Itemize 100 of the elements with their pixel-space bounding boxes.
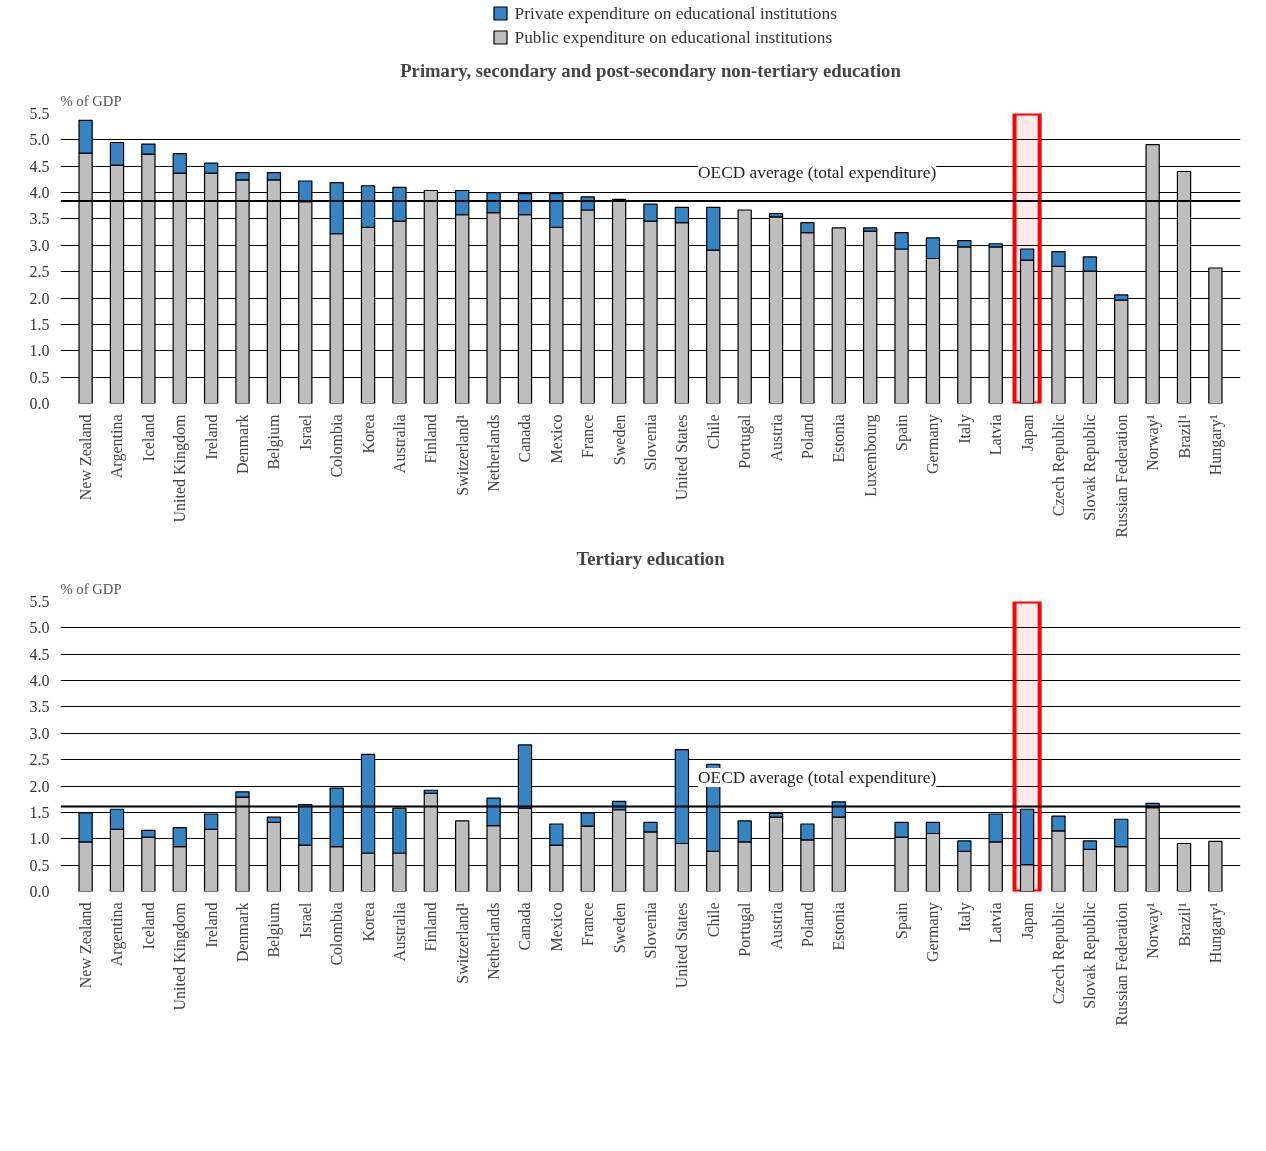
x-tick-label: United Kingdom <box>171 413 190 523</box>
x-tick-label: Ireland <box>202 902 220 948</box>
x-tick-label: Canada <box>516 902 534 951</box>
x-tick-label: Austria <box>767 414 785 462</box>
legend-label: Private expenditure on educational institutions <box>514 4 838 23</box>
x-tick-label: Estonia <box>830 414 848 463</box>
x-tick-label: Spain <box>893 414 912 451</box>
x-tick-label: Slovak Republic <box>1081 414 1100 521</box>
x-tick-label: Czech Republic <box>1049 902 1068 1005</box>
ref-line-label: OECD average (total expenditure) <box>698 768 937 788</box>
x-tick-label: Australia <box>390 902 408 962</box>
y-tick-label: 1.0 <box>29 830 50 848</box>
x-tick-label: Hungary¹ <box>1206 902 1225 964</box>
x-tick-label: Chile <box>704 414 722 450</box>
x-tick-label: Switzerland¹ <box>453 902 471 984</box>
x-tick-label: Chile <box>704 902 722 938</box>
x-tick-label: Germany <box>924 414 943 475</box>
x-tick-label: Netherlands <box>485 902 503 980</box>
x-tick-label: Hungary¹ <box>1206 414 1225 476</box>
y-tick-label: 4.0 <box>29 672 50 690</box>
x-tick-label: Mexico <box>547 902 565 952</box>
x-tick-label: United Kingdom <box>171 901 190 1011</box>
x-tick-label: Korea <box>359 414 377 454</box>
x-tick-label: Slovenia <box>642 902 659 959</box>
x-tick-label: Iceland <box>139 414 157 462</box>
x-tick-label: Estonia <box>830 902 848 951</box>
x-tick-label: Mexico <box>547 414 565 464</box>
x-tick-label: Czech Republic <box>1049 414 1068 517</box>
x-tick-label: Israel <box>296 413 314 451</box>
x-tick-label: France <box>579 414 597 459</box>
y-tick-label: 2.0 <box>29 289 50 307</box>
x-tick-label: Slovenia <box>642 414 659 471</box>
x-tick-label: Japan <box>1018 902 1037 939</box>
x-tick-label: Latvia <box>987 414 1005 456</box>
y-tick-label: 5.0 <box>29 619 50 637</box>
x-tick-label: United States <box>673 414 691 501</box>
y-tick-label: 3.0 <box>29 236 50 254</box>
x-tick-label: Belgium <box>265 413 284 470</box>
x-tick-label: Finland <box>422 414 440 464</box>
x-tick-label: Australia <box>390 414 408 474</box>
y-tick-label: 0.5 <box>29 856 50 874</box>
x-tick-label: Spain <box>893 902 912 939</box>
x-tick-label: Netherlands <box>485 414 503 492</box>
x-tick-label: Canada <box>516 414 534 463</box>
y-tick-label: 5.5 <box>29 105 50 122</box>
y-tick-label: 4.0 <box>29 184 50 202</box>
x-tick-label: United States <box>673 902 691 989</box>
y-tick-label: 5.0 <box>29 131 50 149</box>
x-tick-label: Israel <box>296 901 314 939</box>
x-tick-label: Argentina <box>108 902 127 967</box>
x-tick-label: Slovak Republic <box>1081 902 1100 1009</box>
y-tick-label: 4.5 <box>29 645 50 663</box>
y-tick-label: 4.5 <box>29 157 50 175</box>
x-tick-label: Finland <box>422 902 440 952</box>
x-tick-label: Colombia <box>328 414 346 478</box>
x-tick-label: Ireland <box>202 414 220 460</box>
y-axis-title: % of GDP <box>60 580 122 597</box>
x-tick-label: Norway¹ <box>1144 414 1163 471</box>
x-tick-label: Brazil¹ <box>1175 414 1193 459</box>
x-tick-label: New Zealand <box>77 902 95 989</box>
x-tick-label: Switzerland¹ <box>453 414 471 496</box>
x-tick-label: Korea <box>359 902 377 942</box>
legend-label: Public expenditure on educational institutions <box>514 28 833 47</box>
x-tick-label: Colombia <box>328 902 346 966</box>
x-tick-label: Russian Federation <box>1112 902 1130 1026</box>
x-tick-label: Latvia <box>987 902 1005 944</box>
chart-title: Tertiary education <box>576 547 726 569</box>
x-tick-label: Poland <box>798 414 816 459</box>
y-tick-label: 2.5 <box>29 751 50 769</box>
y-tick-label: 5.5 <box>29 593 50 610</box>
x-tick-label: Denmark <box>234 414 252 475</box>
y-tick-label: 0.0 <box>29 883 50 900</box>
x-tick-label: Luxembourg <box>861 414 880 497</box>
x-tick-label: New Zealand <box>77 414 95 501</box>
x-tick-label: Austria <box>767 902 785 950</box>
x-tick-label: Japan <box>1018 414 1037 451</box>
y-tick-label: 0.0 <box>29 395 50 412</box>
x-tick-label: Iceland <box>139 902 157 950</box>
x-tick-label: Norway¹ <box>1144 902 1163 959</box>
chart-title: Primary, secondary and post-secondary non-tertiary education <box>400 59 902 81</box>
x-tick-label: Italy <box>955 902 974 932</box>
y-tick-label: 1.5 <box>29 803 50 821</box>
y-tick-label: 3.0 <box>29 724 50 742</box>
x-tick-label: Italy <box>955 414 974 444</box>
y-tick-label: 1.5 <box>29 315 50 333</box>
x-tick-label: Belgium <box>265 901 284 958</box>
ref-line-label: OECD average (total expenditure) <box>698 162 937 182</box>
y-tick-label: 3.5 <box>29 210 50 228</box>
y-tick-label: 3.5 <box>29 698 50 716</box>
x-tick-label: Argentina <box>108 414 127 479</box>
x-tick-label: Sweden <box>610 414 628 466</box>
x-tick-label: Sweden <box>610 902 628 954</box>
x-tick-label: Poland <box>798 902 816 947</box>
y-tick-label: 2.5 <box>29 263 50 281</box>
y-tick-label: 1.0 <box>29 342 50 360</box>
x-tick-label: Germany <box>924 902 943 963</box>
y-axis-title: % of GDP <box>60 92 122 109</box>
x-tick-label: Russian Federation <box>1112 414 1130 538</box>
x-tick-label: France <box>579 902 597 947</box>
x-tick-label: Portugal <box>736 901 755 957</box>
